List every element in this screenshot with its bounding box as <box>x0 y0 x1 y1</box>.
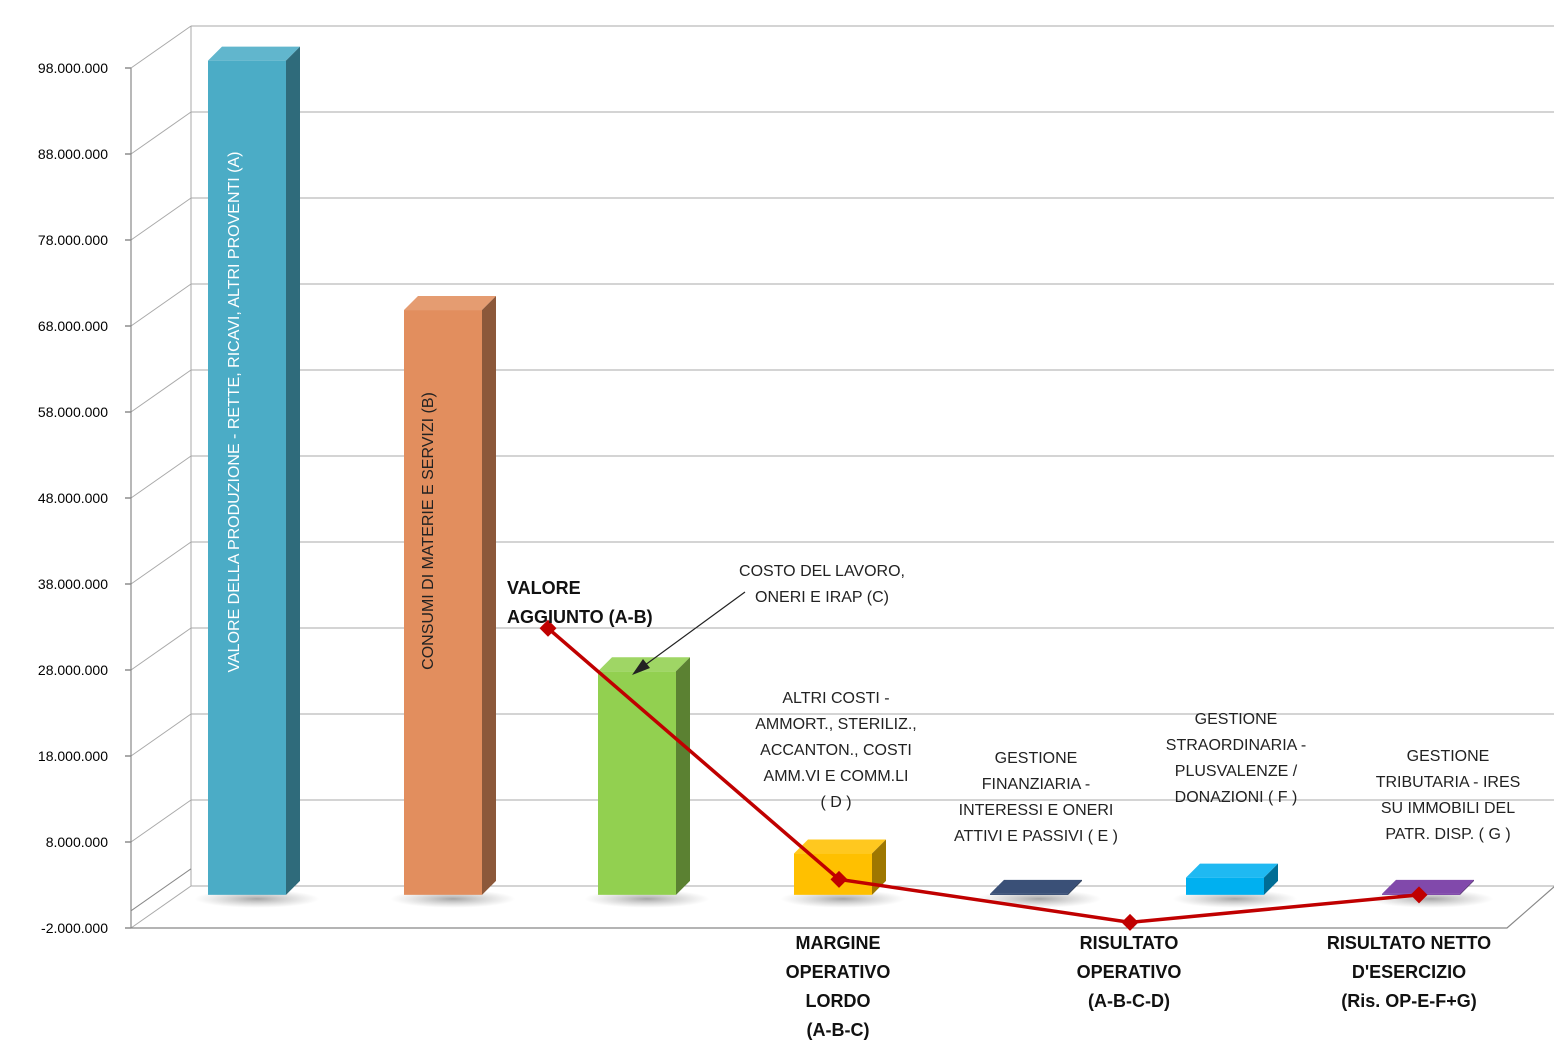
bar <box>390 296 516 908</box>
gridline-side <box>130 197 192 241</box>
annotation-gestione-finanziaria: GESTIONE FINANZIARIA -INTERESSI E ONERI AT… <box>954 750 1118 845</box>
y-tick-label: 58.000.000 <box>38 404 108 420</box>
point-label-risultato-netto: RISULTATO NETTO D'ESERCIZIO (Ris. OP-E-F+G… <box>1327 933 1491 1011</box>
y-tick-label: 28.000.000 <box>38 662 108 678</box>
gridline-side <box>130 885 192 929</box>
bar-front <box>208 60 286 895</box>
y-tick-label: 48.000.000 <box>38 490 108 506</box>
bar <box>1172 863 1298 908</box>
annotation-gestione-tributaria: GESTIONE TRIBUTARIA - IRES SU IMMOBILI DEL… <box>1376 748 1521 843</box>
floor-edge <box>131 886 1554 929</box>
bar <box>1368 879 1494 908</box>
bar-side <box>286 46 300 895</box>
bar-front <box>598 671 676 895</box>
bar-top <box>208 46 300 61</box>
gridline-side <box>130 713 192 757</box>
bar-side <box>1264 863 1278 895</box>
y-tick-label: 98.000.000 <box>38 60 108 76</box>
bars <box>194 46 1494 908</box>
series-line <box>546 626 1420 925</box>
annotation-costo-lavoro: COSTO DEL LAVORO, ONERI E IRAP (C) <box>739 563 905 606</box>
point-label-margine-operativo: MARGINE OPERATIVO LORDO (A-B-C) <box>786 933 891 1040</box>
gridline-side <box>130 455 192 499</box>
gridline-side <box>130 283 192 327</box>
bar-side <box>482 296 496 895</box>
bar <box>780 839 906 908</box>
bar-top <box>990 879 1082 894</box>
bar <box>194 46 320 908</box>
bar-side <box>676 657 690 895</box>
bar-side <box>872 839 886 895</box>
y-tick-label: 18.000.000 <box>38 748 108 764</box>
annotation-arrowhead <box>632 659 650 675</box>
bar-label-consumi: CONSUMI DI MATERIE E SERVIZI (B) <box>420 392 437 670</box>
gridline-side <box>130 799 192 843</box>
series-point <box>1410 886 1428 904</box>
y-tick-label: 8.000.000 <box>46 834 108 850</box>
zero-wall-line <box>130 868 192 912</box>
y-tick-label: 68.000.000 <box>38 318 108 334</box>
gridline-side <box>130 627 192 671</box>
result-line: VALORE AGGIUNTO (A-B) MARGINE OPERATIVO LORD… <box>507 578 1491 1040</box>
annotation-arrow <box>640 591 746 669</box>
series-point <box>830 870 848 888</box>
bar-annotations: VALORE DELLA PRODUZIONE - RETTE, RICAVI,… <box>226 152 1520 845</box>
y-tick-label: 38.000.000 <box>38 576 108 592</box>
gridline-side <box>130 111 192 155</box>
series-point <box>539 619 557 637</box>
y-tick-label: 88.000.000 <box>38 146 108 162</box>
bar <box>584 657 710 908</box>
point-label-risultato-operativo: RISULTATO OPERATIVO (A-B-C-D) <box>1077 933 1182 1011</box>
annotation-gestione-straordinaria: GESTIONE STRAORDINARIA -PLUSVALENZE / DONA… <box>1166 711 1306 806</box>
bar-top <box>404 296 496 311</box>
grid <box>125 25 1554 929</box>
bar-label-valore-produzione: VALORE DELLA PRODUZIONE - RETTE, RICAVI,… <box>226 152 243 673</box>
y-tick-label: 78.000.000 <box>38 232 108 248</box>
gridline-side <box>130 25 192 69</box>
series-point <box>1121 913 1139 931</box>
bar-front <box>404 310 482 895</box>
y-tick-label: -2.000.000 <box>41 920 108 936</box>
bar-top <box>1186 863 1278 878</box>
gridline-side <box>130 369 192 413</box>
bar-side <box>1460 879 1474 895</box>
gridline-side <box>130 541 192 585</box>
annotation-altri-costi: ALTRI COSTI -AMMORT., STERILIZ., ACCANTON… <box>755 690 917 811</box>
y-axis-ticks: 98.000.000 88.000.000 78.000.000 68.000.000… <box>38 60 108 936</box>
bar-top <box>794 839 886 854</box>
bar-front <box>1186 877 1264 895</box>
bar-side <box>1068 879 1082 895</box>
bar-front <box>990 893 1068 895</box>
bar-top <box>1382 879 1474 894</box>
point-label-valore-aggiunto: VALORE AGGIUNTO (A-B) <box>507 578 653 627</box>
